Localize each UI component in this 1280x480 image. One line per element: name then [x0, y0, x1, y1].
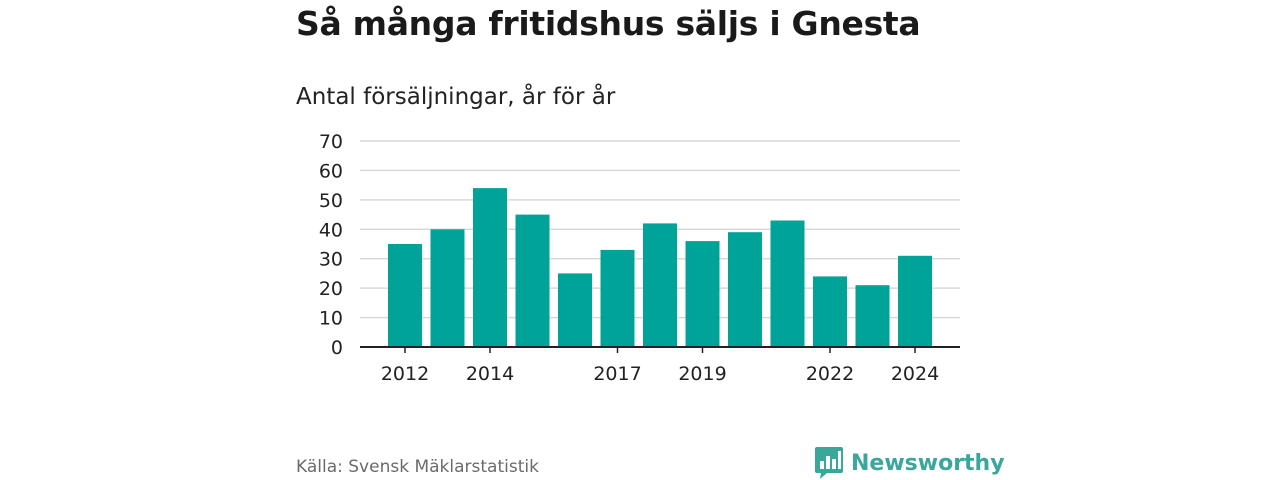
chart-subtitle: Antal försäljningar, år för år — [296, 84, 616, 110]
y-tick-label: 40 — [319, 219, 343, 241]
bar-2019 — [685, 241, 720, 347]
brand-name: Newsworthy — [851, 450, 1005, 476]
bar-2021 — [770, 220, 805, 347]
x-tick-label: 2022 — [806, 363, 854, 385]
bar-2013 — [430, 229, 465, 347]
y-tick-label: 60 — [319, 160, 343, 182]
bar-2014 — [473, 188, 507, 347]
x-tick-label: 2019 — [678, 363, 726, 385]
bar-2016 — [558, 273, 592, 347]
bar-2012 — [388, 244, 422, 347]
y-tick-label: 70 — [319, 131, 343, 153]
bar-2018 — [643, 223, 677, 347]
y-tick-label: 20 — [319, 278, 343, 300]
y-tick-label: 0 — [331, 337, 343, 359]
x-tick-label: 2024 — [891, 363, 939, 385]
source-note: Källa: Svensk Mäklarstatistik — [296, 457, 539, 477]
x-tick-label: 2017 — [593, 363, 641, 385]
x-tick-label: 2012 — [381, 363, 429, 385]
y-tick-label: 30 — [319, 249, 343, 271]
x-tick-label: 2014 — [466, 363, 514, 385]
y-tick-label: 10 — [319, 308, 343, 330]
brand-logo: Newsworthy — [814, 446, 1005, 480]
chart-title: Så många fritidshus säljs i Gnesta — [296, 4, 921, 43]
bar-2020 — [728, 232, 762, 347]
bar-2023 — [855, 285, 890, 347]
y-tick-label: 50 — [319, 190, 343, 212]
bar-2022 — [813, 276, 847, 347]
bar-2015 — [515, 214, 550, 347]
newsworthy-logo-icon — [815, 447, 843, 479]
bar-2017 — [600, 249, 635, 347]
bar-2024 — [898, 255, 932, 347]
